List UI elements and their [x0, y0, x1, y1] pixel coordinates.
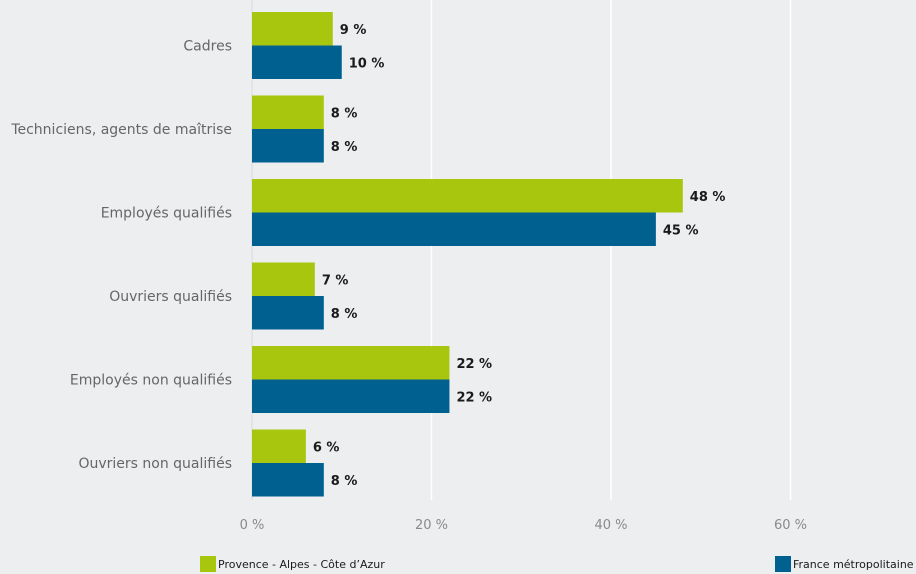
bar — [252, 346, 450, 380]
category-label: Ouvriers non qualifiés — [78, 456, 232, 472]
data-label: 9 % — [340, 23, 367, 38]
category-label: Cadres — [183, 39, 232, 55]
bar — [252, 463, 324, 497]
category-label: Employés qualifiés — [101, 206, 232, 222]
bar — [252, 95, 324, 129]
data-label: 8 % — [331, 307, 358, 322]
data-label: 45 % — [663, 223, 699, 238]
bar — [252, 129, 324, 163]
bars — [252, 12, 683, 497]
x-tick-label: 60 % — [774, 518, 807, 533]
bar — [252, 429, 306, 463]
data-label: 8 % — [331, 474, 358, 489]
bar — [252, 262, 315, 296]
data-label: 8 % — [331, 106, 358, 121]
gridlines — [430, 0, 792, 500]
data-label: 22 % — [456, 390, 492, 405]
x-tick-label: 0 % — [240, 518, 265, 533]
data-label: 22 % — [456, 357, 492, 372]
bar — [252, 379, 450, 413]
legend-label: France métropolitaine — [793, 558, 914, 571]
category-label: Ouvriers qualifiés — [109, 289, 232, 305]
data-label: 8 % — [331, 140, 358, 155]
legend: Provence - Alpes - Côte d’Azur France mét… — [200, 556, 914, 572]
category-label: Employés non qualifiés — [70, 373, 232, 389]
data-label: 48 % — [690, 190, 726, 205]
bar — [252, 45, 342, 79]
legend-swatch — [200, 556, 216, 572]
bar — [252, 179, 683, 213]
legend-swatch — [775, 556, 791, 572]
bar — [252, 12, 333, 46]
bar — [252, 296, 324, 330]
legend-label: Provence - Alpes - Côte d’Azur — [218, 558, 385, 571]
category-label: Techniciens, agents de maîtrise — [10, 122, 232, 138]
data-label: 6 % — [313, 440, 340, 455]
x-tick-label: 20 % — [415, 518, 448, 533]
bar — [252, 212, 656, 246]
data-label: 7 % — [322, 273, 349, 288]
x-tick-label: 40 % — [594, 518, 627, 533]
data-label: 10 % — [349, 56, 385, 71]
